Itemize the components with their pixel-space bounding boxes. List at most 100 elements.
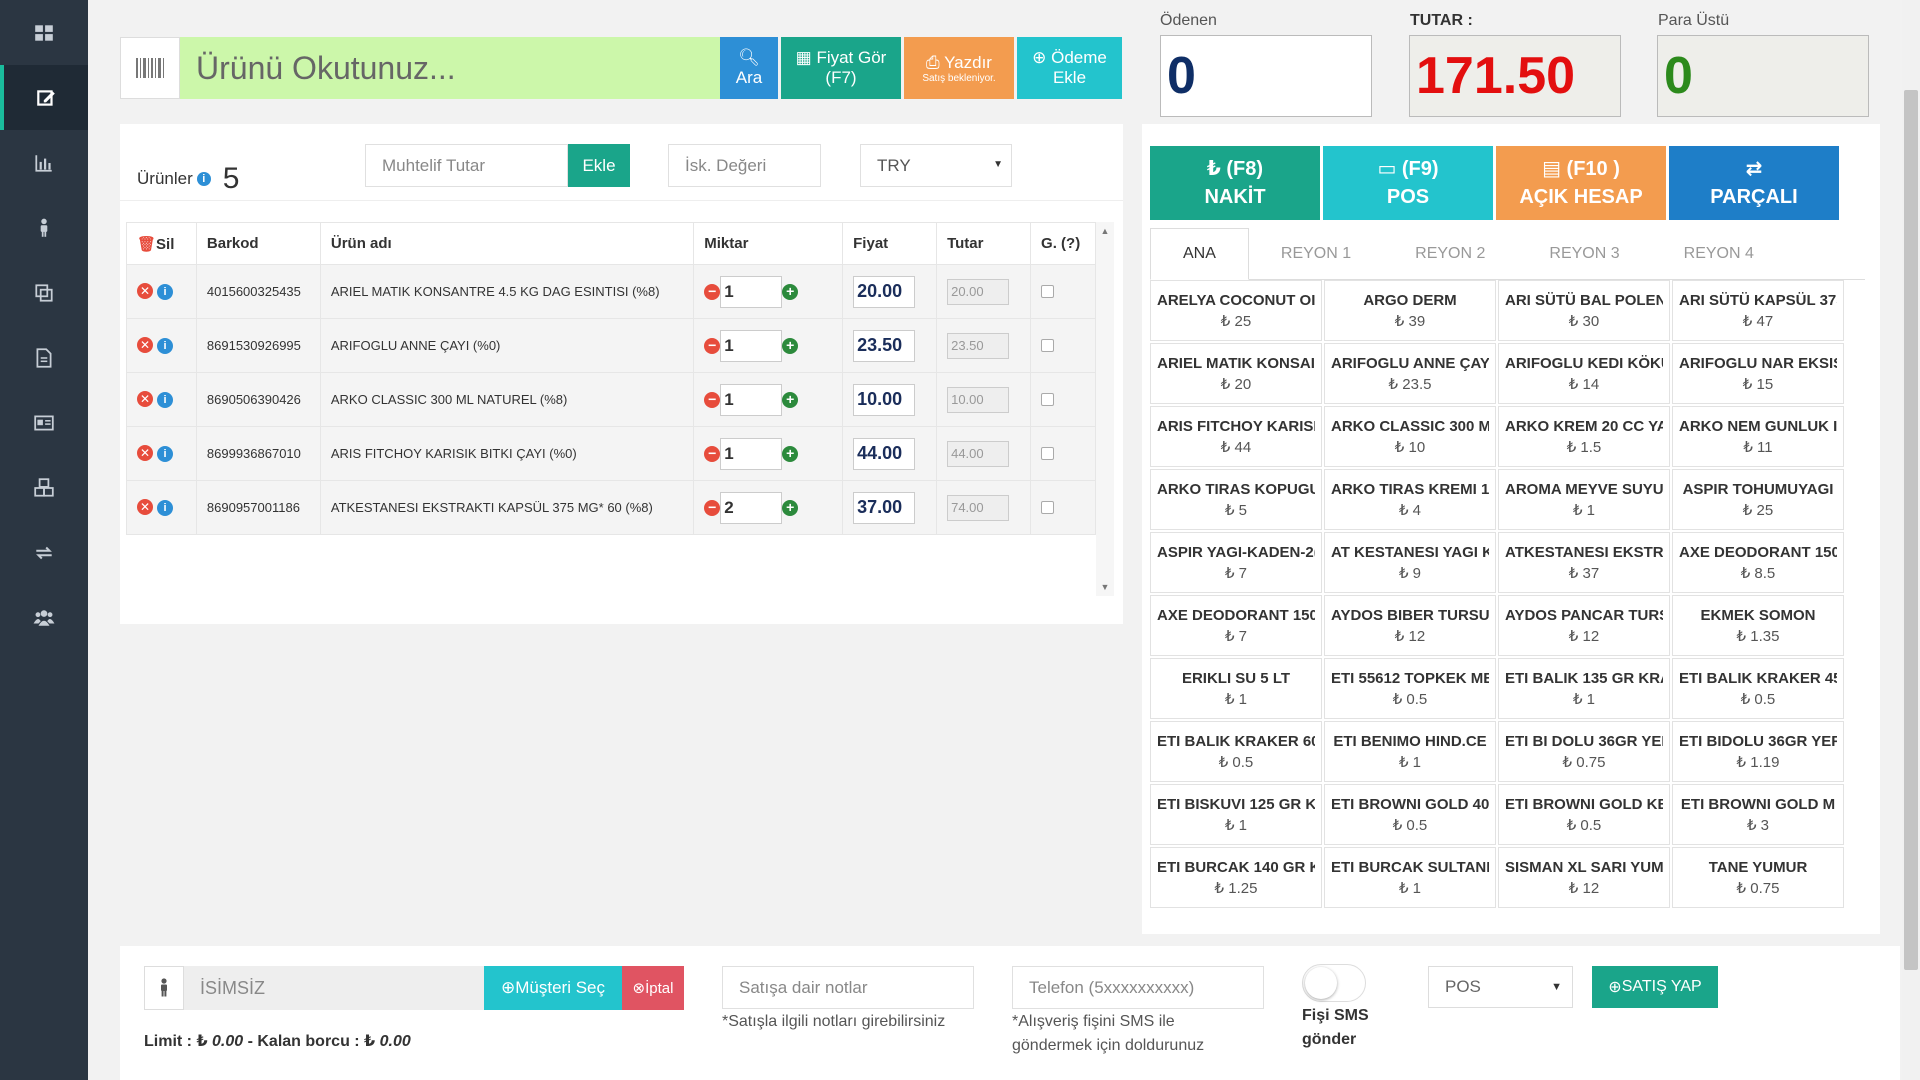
nav-copy[interactable] (0, 260, 88, 325)
qty-input[interactable]: 1 (720, 437, 783, 470)
quick-product-item[interactable]: ASPIR TOHUMUYAGI ₺ 25 (1672, 469, 1844, 530)
print-button[interactable]: ⎙ Yazdır Satış bekleniyor. (904, 37, 1014, 99)
quick-product-item[interactable]: ARGO DERM ₺ 39 (1324, 280, 1496, 341)
quick-product-item[interactable]: ETI BI DOLU 36GR YEI ₺ 0.75 (1498, 721, 1670, 782)
quick-product-item[interactable]: ARKO KREM 20 CC YA ₺ 1.5 (1498, 406, 1670, 467)
quick-product-item[interactable]: ERIKLI SU 5 LT ₺ 1 (1150, 658, 1322, 719)
quick-product-item[interactable]: ARIFOGLU ANNE ÇAY ₺ 23.5 (1324, 343, 1496, 404)
remove-icon[interactable]: ✕ (137, 283, 153, 299)
price-input[interactable]: 37.00 (853, 491, 916, 524)
quick-product-item[interactable]: ARIEL MATIK KONSAI ₺ 20 (1150, 343, 1322, 404)
page-scrollbar-thumb[interactable] (1904, 90, 1918, 970)
quick-product-item[interactable]: ARIFOGLU KEDI KÖKÜ ₺ 14 (1498, 343, 1670, 404)
scroll-down-icon[interactable]: ▼ (1100, 582, 1110, 592)
info-icon[interactable]: i (157, 500, 173, 516)
quick-product-item[interactable]: ARKO TIRAS KOPUGU ₺ 5 (1150, 469, 1322, 530)
plus-icon[interactable]: + (782, 499, 799, 516)
sale-notes-input[interactable]: Satışa dair notlar (722, 966, 974, 1009)
qty-input[interactable]: 2 (720, 491, 783, 524)
minus-icon[interactable]: − (704, 337, 721, 354)
quick-product-item[interactable]: AT KESTANESI YAGI K ₺ 9 (1324, 532, 1496, 593)
currency-select[interactable]: TRY ▼ (860, 144, 1012, 187)
price-input[interactable]: 20.00 (853, 275, 916, 308)
payment-type-select[interactable]: POS ▼ (1428, 966, 1573, 1008)
quick-product-item[interactable]: ARKO NEM GUNLUK I ₺ 11 (1672, 406, 1844, 467)
remove-icon[interactable]: ✕ (137, 391, 153, 407)
price-input[interactable]: 44.00 (853, 437, 916, 470)
tab-reyon-3[interactable]: REYON 3 (1549, 245, 1620, 262)
table-scrollbar[interactable]: ▲ ▼ (1096, 222, 1114, 596)
minus-icon[interactable]: − (704, 445, 721, 462)
quick-product-item[interactable]: AYDOS PANCAR TURS ₺ 12 (1498, 595, 1670, 656)
quick-product-item[interactable]: ETI BURCAK SULTANI ₺ 1 (1324, 847, 1496, 908)
quick-product-item[interactable]: ATKESTANESI EKSTRA ₺ 37 (1498, 532, 1670, 593)
quick-product-item[interactable]: ETI BURCAK 140 GR K ₺ 1.25 (1150, 847, 1322, 908)
gift-checkbox[interactable] (1041, 393, 1055, 406)
plus-icon[interactable]: + (782, 391, 799, 408)
misc-amount-input[interactable]: Muhtelif Tutar (365, 144, 568, 187)
quick-product-item[interactable]: TANE YUMUR ₺ 0.75 (1672, 847, 1844, 908)
quick-product-item[interactable]: ARKO CLASSIC 300 M ₺ 10 (1324, 406, 1496, 467)
customer-name-input[interactable]: İSİMSİZ (184, 966, 484, 1010)
nav-sales[interactable] (0, 65, 88, 130)
minus-icon[interactable]: − (704, 283, 721, 300)
complete-sale-button[interactable]: ⊕ SATIŞ YAP (1592, 966, 1718, 1008)
tab-ana[interactable]: ANA (1150, 228, 1249, 280)
info-icon[interactable]: i (196, 172, 211, 186)
tab-reyon-4[interactable]: REYON 4 (1683, 245, 1754, 262)
nav-customers[interactable] (0, 195, 88, 260)
sms-toggle[interactable] (1302, 964, 1366, 1002)
gift-checkbox[interactable] (1041, 285, 1055, 298)
barcode-scan-input[interactable]: Ürünü Okutunuz... (180, 37, 720, 99)
qty-input[interactable]: 1 (720, 275, 783, 308)
plus-icon[interactable]: + (782, 445, 799, 462)
info-icon[interactable]: i (157, 446, 173, 462)
open-account-button[interactable]: ▤ (F10 ) AÇIK HESAP (1496, 146, 1666, 220)
quick-product-item[interactable]: ARKO TIRAS KREMI 1(₺ 4 (1324, 469, 1496, 530)
phone-input[interactable]: Telefon (5xxxxxxxxxx) (1012, 966, 1264, 1009)
nav-dashboard[interactable] (0, 0, 88, 65)
cancel-customer-button[interactable]: ⊗ İptal (622, 966, 684, 1010)
remove-icon[interactable]: ✕ (137, 337, 153, 353)
qty-input[interactable]: 1 (720, 383, 783, 416)
price-input[interactable]: 10.00 (853, 383, 916, 416)
quick-product-item[interactable]: ETI BROWNI GOLD M ₺ 3 (1672, 784, 1844, 845)
info-icon[interactable]: i (157, 338, 173, 354)
quick-product-item[interactable]: ARI SÜTÜ BAL POLEN ₺ 30 (1498, 280, 1670, 341)
discount-input[interactable]: İsk. Değeri (668, 144, 821, 187)
plus-icon[interactable]: + (782, 283, 799, 300)
split-button[interactable]: ⇄ PARÇALI (1669, 146, 1839, 220)
price-input[interactable]: 23.50 (853, 329, 916, 362)
qty-input[interactable]: 1 (720, 329, 783, 362)
tab-reyon-1[interactable]: REYON 1 (1280, 245, 1352, 262)
search-button[interactable]: 🔍︎ Ara (720, 37, 778, 99)
gift-checkbox[interactable] (1041, 501, 1055, 514)
quick-product-item[interactable]: ETI BALIK KRAKER 60 ₺ 0.5 (1150, 721, 1322, 782)
quick-product-item[interactable]: ARIFOGLU NAR EKSIS ₺ 15 (1672, 343, 1844, 404)
quick-product-item[interactable]: ETI BALIK KRAKER 45 ₺ 0.5 (1672, 658, 1844, 719)
gift-checkbox[interactable] (1041, 447, 1055, 460)
quick-product-item[interactable]: ARI SÜTÜ KAPSÜL 375 ₺ 47 (1672, 280, 1844, 341)
quick-product-item[interactable]: ETI BISKUVI 125 GR K ₺ 1 (1150, 784, 1322, 845)
quick-product-item[interactable]: ETI BROWNI GOLD KE ₺ 0.5 (1498, 784, 1670, 845)
price-check-button[interactable]: ▦ Fiyat Gör (F7) (781, 37, 901, 99)
gift-checkbox[interactable] (1041, 339, 1055, 352)
nav-reports[interactable] (0, 130, 88, 195)
minus-icon[interactable]: − (704, 499, 721, 516)
nav-transfer[interactable] (0, 520, 88, 585)
nav-stock[interactable] (0, 455, 88, 520)
info-icon[interactable]: i (157, 392, 173, 408)
nav-users[interactable] (0, 585, 88, 650)
remove-icon[interactable]: ✕ (137, 499, 153, 515)
minus-icon[interactable]: − (704, 391, 721, 408)
nav-cards[interactable] (0, 390, 88, 455)
quick-product-item[interactable]: AXE DEODORANT 150 ₺ 8.5 (1672, 532, 1844, 593)
cash-button[interactable]: ₺ (F8) NAKİT (1150, 146, 1320, 220)
remove-icon[interactable]: ✕ (137, 445, 153, 461)
pos-button[interactable]: ▭ (F9) POS (1323, 146, 1493, 220)
select-customer-button[interactable]: ⊕ Müşteri Seç (484, 966, 622, 1010)
info-icon[interactable]: i (157, 284, 173, 300)
plus-icon[interactable]: + (782, 337, 799, 354)
quick-product-item[interactable]: AYDOS BIBER TURSUS ₺ 12 (1324, 595, 1496, 656)
quick-product-item[interactable]: ETI BROWNI GOLD 40 ₺ 0.5 (1324, 784, 1496, 845)
